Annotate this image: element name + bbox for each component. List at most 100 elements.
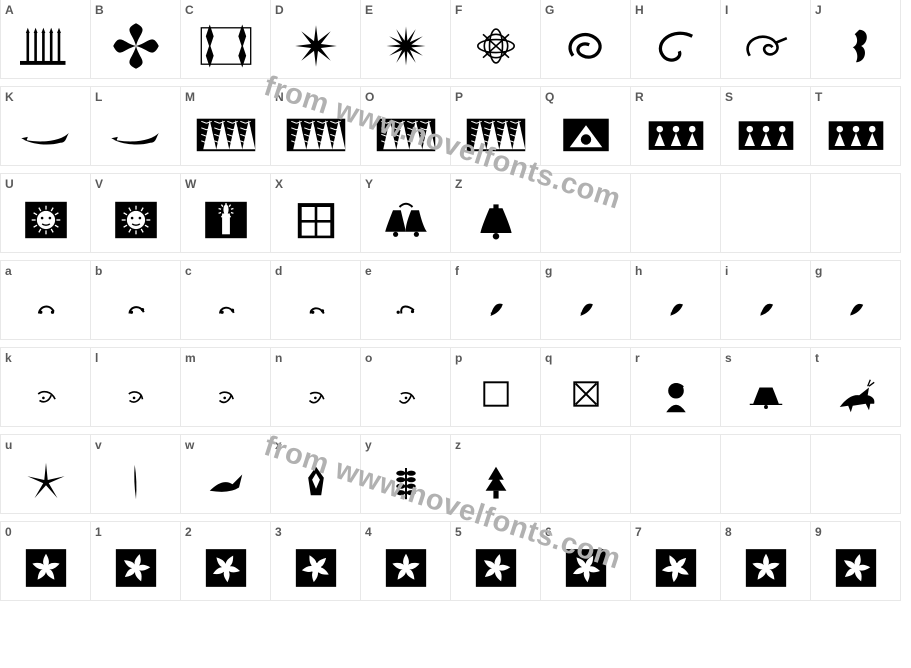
character-cell bbox=[630, 173, 721, 253]
glyph-icon bbox=[451, 192, 540, 246]
glyph-icon bbox=[271, 279, 360, 333]
character-cell: E bbox=[360, 0, 451, 79]
glyph-icon bbox=[361, 192, 450, 246]
character-cell: C bbox=[180, 0, 271, 79]
character-cell: u bbox=[0, 434, 91, 514]
glyph-icon bbox=[721, 18, 810, 72]
cell-label: 1 bbox=[95, 525, 102, 539]
character-cell: Z bbox=[450, 173, 541, 253]
glyph-icon bbox=[1, 540, 90, 594]
cell-label: L bbox=[95, 90, 102, 104]
character-cell: R bbox=[630, 86, 721, 166]
cell-label: V bbox=[95, 177, 103, 191]
glyph-icon bbox=[361, 279, 450, 333]
glyph-icon bbox=[1, 279, 90, 333]
glyph-icon bbox=[631, 279, 720, 333]
cell-label: o bbox=[365, 351, 372, 365]
cell-label: g bbox=[815, 264, 822, 278]
cell-label: n bbox=[275, 351, 282, 365]
cell-label: 3 bbox=[275, 525, 282, 539]
glyph-icon bbox=[631, 540, 720, 594]
character-cell: m bbox=[180, 347, 271, 427]
character-cell: 3 bbox=[270, 521, 361, 601]
character-cell: U bbox=[0, 173, 91, 253]
cell-label: a bbox=[5, 264, 12, 278]
character-cell: d bbox=[270, 260, 361, 340]
glyph-icon bbox=[541, 540, 630, 594]
character-cell: n bbox=[270, 347, 361, 427]
cell-label: 9 bbox=[815, 525, 822, 539]
cell-label: f bbox=[455, 264, 459, 278]
character-cell: M bbox=[180, 86, 271, 166]
character-cell: l bbox=[90, 347, 181, 427]
glyph-icon bbox=[181, 192, 270, 246]
character-cell bbox=[540, 434, 631, 514]
cell-label: T bbox=[815, 90, 822, 104]
glyph-icon bbox=[811, 279, 900, 333]
glyph-icon bbox=[811, 105, 900, 159]
cell-label: z bbox=[455, 438, 461, 452]
cell-label: y bbox=[365, 438, 372, 452]
glyph-icon bbox=[1, 18, 90, 72]
character-cell: f bbox=[450, 260, 541, 340]
glyph-icon bbox=[181, 453, 270, 507]
character-cell: I bbox=[720, 0, 811, 79]
glyph-icon bbox=[271, 105, 360, 159]
cell-label: W bbox=[185, 177, 196, 191]
glyph-icon bbox=[181, 18, 270, 72]
cell-label: 7 bbox=[635, 525, 642, 539]
cell-label: U bbox=[5, 177, 14, 191]
character-cell bbox=[720, 173, 811, 253]
glyph-icon bbox=[1, 366, 90, 420]
cell-label: K bbox=[5, 90, 14, 104]
character-cell bbox=[630, 434, 721, 514]
character-cell: A bbox=[0, 0, 91, 79]
character-cell: Q bbox=[540, 86, 631, 166]
glyph-icon bbox=[361, 105, 450, 159]
character-row: KLMNOPQRST bbox=[0, 87, 911, 166]
glyph-icon bbox=[271, 192, 360, 246]
cell-label: A bbox=[5, 3, 14, 17]
glyph-icon bbox=[631, 105, 720, 159]
cell-label: S bbox=[725, 90, 733, 104]
cell-label: X bbox=[275, 177, 283, 191]
cell-label: w bbox=[185, 438, 194, 452]
character-cell: 4 bbox=[360, 521, 451, 601]
cell-label: r bbox=[635, 351, 640, 365]
character-cell: t bbox=[810, 347, 901, 427]
character-cell: a bbox=[0, 260, 91, 340]
character-cell: w bbox=[180, 434, 271, 514]
cell-label: q bbox=[545, 351, 552, 365]
cell-label: 0 bbox=[5, 525, 12, 539]
cell-label: d bbox=[275, 264, 282, 278]
cell-label: s bbox=[725, 351, 732, 365]
glyph-icon bbox=[451, 453, 540, 507]
character-cell: 8 bbox=[720, 521, 811, 601]
cell-label: C bbox=[185, 3, 194, 17]
glyph-icon bbox=[631, 366, 720, 420]
glyph-icon bbox=[811, 366, 900, 420]
cell-label: 6 bbox=[545, 525, 552, 539]
glyph-icon bbox=[451, 540, 540, 594]
cell-label: Y bbox=[365, 177, 373, 191]
cell-label: R bbox=[635, 90, 644, 104]
cell-label: Z bbox=[455, 177, 462, 191]
character-cell: 9 bbox=[810, 521, 901, 601]
cell-label: G bbox=[545, 3, 554, 17]
cell-label: u bbox=[5, 438, 12, 452]
cell-label: l bbox=[95, 351, 98, 365]
character-cell: S bbox=[720, 86, 811, 166]
character-row: klmnopqrst bbox=[0, 348, 911, 427]
character-cell: 0 bbox=[0, 521, 91, 601]
character-cell: W bbox=[180, 173, 271, 253]
glyph-icon bbox=[91, 279, 180, 333]
character-cell: h bbox=[630, 260, 721, 340]
character-cell bbox=[810, 173, 901, 253]
glyph-icon bbox=[451, 279, 540, 333]
character-cell: O bbox=[360, 86, 451, 166]
glyph-icon bbox=[181, 366, 270, 420]
cell-label: N bbox=[275, 90, 284, 104]
character-cell: G bbox=[540, 0, 631, 79]
glyph-icon bbox=[541, 18, 630, 72]
character-cell: o bbox=[360, 347, 451, 427]
